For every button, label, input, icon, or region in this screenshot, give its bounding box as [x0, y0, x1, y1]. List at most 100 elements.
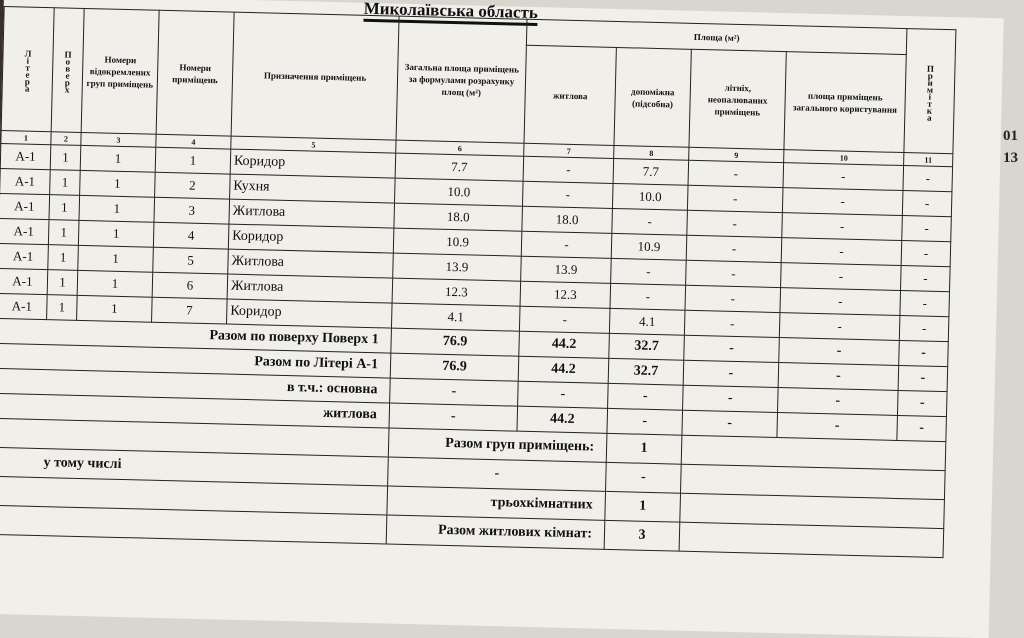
table-cell: 1: [47, 244, 79, 271]
table-cell: А-1: [0, 268, 48, 295]
side-mark: 01: [1003, 128, 1018, 144]
table-cell: -: [901, 240, 951, 267]
summary-value: -: [898, 340, 949, 367]
table-cell: 7.7: [613, 158, 689, 186]
table-cell: 1: [155, 147, 231, 175]
table-cell: 1: [49, 169, 81, 196]
summary-value: -: [778, 362, 899, 391]
table-cell: -: [899, 315, 949, 342]
table-cell: -: [686, 235, 782, 263]
table-cell: А-1: [0, 293, 48, 320]
summary-value: -: [682, 385, 779, 413]
col-note: Примітка: [903, 28, 956, 154]
summary-value: -: [683, 335, 780, 363]
table-cell: 1: [78, 195, 155, 223]
table-cell: А-1: [0, 243, 49, 270]
table-cell: -: [899, 290, 950, 317]
column-number: 11: [903, 152, 953, 167]
table-cell: -: [610, 258, 687, 286]
table-cell: 6: [152, 272, 228, 300]
table-cell: 18.0: [521, 206, 613, 234]
table-cell: 1: [80, 145, 156, 173]
table-cell: -: [901, 215, 952, 242]
table-cell: -: [782, 187, 904, 216]
table-cell: 1: [76, 295, 153, 323]
table-cell: -: [781, 237, 902, 266]
table-cell: -: [779, 312, 900, 341]
summary-value: 76.9: [390, 353, 519, 382]
table-cell: -: [684, 285, 781, 313]
summary-value: -: [517, 381, 609, 409]
table-cell: -: [521, 231, 612, 259]
summary-value: 76.9: [390, 328, 520, 357]
groups-total-value: 1: [606, 433, 682, 465]
table-cell: -: [687, 185, 784, 213]
col-floor: Поверх: [51, 7, 85, 133]
summary-value: 44.2: [516, 406, 608, 434]
col-letter: Літера: [1, 6, 55, 132]
summary-value: -: [776, 412, 898, 441]
table-cell: -: [780, 262, 902, 291]
table-cell: 12.3: [520, 281, 611, 309]
summary-value: -: [607, 383, 684, 411]
table-cell: -: [685, 260, 782, 288]
col-common: площа приміщень загального користування: [783, 51, 907, 153]
col-living: житлова: [524, 45, 617, 146]
table-cell: 1: [47, 269, 78, 296]
table-cell: -: [779, 287, 901, 316]
column-number: 1: [0, 130, 52, 145]
summary-value: -: [606, 408, 683, 436]
table-cell: -: [686, 210, 783, 238]
living-rooms-value: 3: [604, 520, 680, 552]
table-cell: 1: [48, 194, 80, 221]
col-total-area: Загальна площа приміщень за формулами ро…: [396, 16, 528, 144]
table-cell: 4: [153, 222, 229, 250]
summary-value: -: [896, 415, 947, 442]
table-cell: -: [783, 162, 904, 191]
summary-value: -: [778, 337, 900, 366]
summary-value: -: [898, 365, 948, 392]
table-cell: А-1: [0, 143, 51, 170]
table-cell: А-1: [0, 218, 49, 245]
table-cell: -: [523, 156, 614, 184]
table-cell: А-1: [0, 193, 50, 220]
table-cell: 1: [77, 245, 154, 273]
table-cell: -: [688, 160, 784, 188]
col-auxiliary: допоміжна (підсобна): [613, 47, 692, 148]
summary-value: 44.2: [518, 331, 610, 359]
table-cell: 4.1: [391, 303, 521, 332]
table-cell: -: [609, 283, 686, 311]
table-cell: 1: [79, 170, 156, 198]
summary-value: 32.7: [608, 358, 684, 386]
rooms-table: Літера Поверх Номери відокремлених груп …: [0, 6, 956, 558]
table-cell: 3: [153, 197, 230, 225]
table-cell: -: [522, 181, 614, 209]
living-rooms-label: Разом житлових кімнат:: [386, 515, 605, 550]
summary-value: 44.2: [518, 356, 609, 384]
column-number: 2: [50, 131, 82, 146]
summary-value: -: [777, 387, 899, 416]
table-cell: 5: [152, 247, 229, 275]
table-cell: 1: [77, 270, 153, 298]
table-cell: 1: [78, 220, 154, 248]
table-cell: 10.9: [611, 233, 687, 261]
table-cell: -: [900, 265, 951, 292]
col-groups: Номери відокремлених груп приміщень: [81, 8, 160, 135]
including-value: -: [605, 462, 682, 494]
table-cell: -: [684, 310, 780, 338]
table-cell: 13.9: [520, 256, 612, 284]
table-cell: 7.7: [395, 153, 524, 182]
table-cell: -: [903, 165, 953, 192]
table-cell: 1: [50, 144, 81, 171]
col-room-numbers: Номери приміщень: [156, 10, 235, 137]
table-cell: 18.0: [393, 203, 523, 232]
table-cell: -: [902, 190, 952, 217]
table-cell: 12.3: [392, 278, 521, 307]
summary-value: -: [389, 378, 519, 407]
summary-value: 32.7: [608, 333, 685, 361]
summary-value: -: [389, 403, 518, 432]
summary-value: -: [897, 390, 948, 417]
col-purpose: Призначення приміщень: [231, 12, 400, 141]
summary-value: -: [683, 360, 779, 388]
